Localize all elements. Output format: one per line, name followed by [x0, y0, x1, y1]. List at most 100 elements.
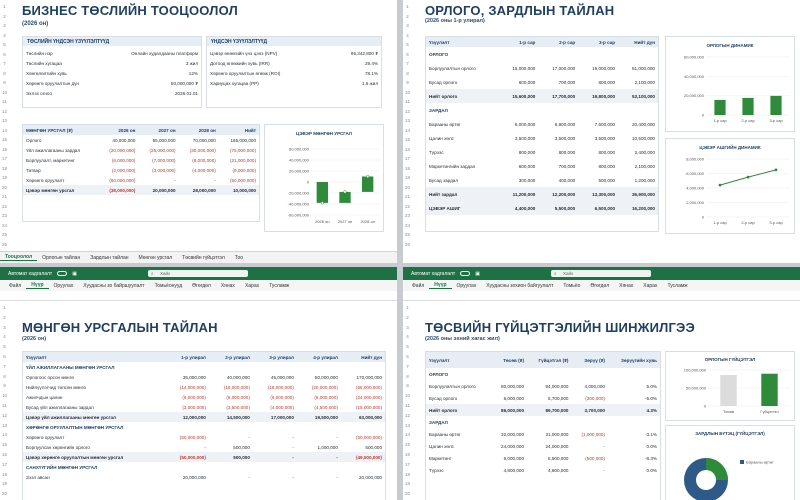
sheet-tab[interactable]: Зардлын тайлан [90, 254, 129, 261]
cell-value[interactable]: 10,000,000 [218, 185, 259, 195]
row-label[interactable]: Барааны өртөг [429, 121, 461, 127]
column-header[interactable]: 2026 он [98, 125, 139, 135]
cell-value[interactable]: - [292, 444, 294, 450]
cell-value[interactable]: 95,342,800 ₮ [350, 50, 378, 56]
cell-value[interactable]: 800,000 [598, 149, 616, 155]
row-label[interactable]: Хөрөнгө оруулалтын дүн [26, 80, 79, 86]
cell-value[interactable]: - [336, 434, 338, 440]
autosave-toggle[interactable] [57, 271, 68, 276]
ribbon-tab[interactable]: Томьёонууд [154, 282, 183, 289]
cell-value[interactable]: 89,700,000 [527, 404, 572, 416]
cell-value[interactable]: 19,000,000 [592, 65, 616, 71]
cell-value[interactable]: - [603, 467, 605, 473]
row-label[interactable]: Эхлэх огноо [26, 90, 53, 96]
cell-value[interactable]: (50,000,000) [355, 434, 382, 440]
cell-value[interactable]: - [248, 474, 250, 480]
cell-value[interactable]: 50,000,000 [314, 374, 338, 380]
cell-value[interactable]: 20,400,000 [632, 121, 655, 127]
ribbon-tab[interactable]: Хуудасны зо байршуулалт [83, 282, 145, 289]
row-label[interactable]: Ажилчдын цалин [26, 394, 63, 400]
cell-value[interactable]: (21,000,000) [229, 157, 256, 163]
cell-value[interactable]: 17,000,000 [252, 412, 297, 422]
cell-value[interactable]: 3 жил [185, 60, 198, 66]
cell-value[interactable]: 12,000,000 [164, 412, 209, 422]
row-label[interactable]: Дотоод өгөөжийн хувь (IRR) [210, 60, 270, 66]
column-header[interactable]: Гүйцэтгэл (₮) [527, 352, 572, 368]
cell-value[interactable]: 4,400,000 [498, 201, 539, 215]
cell-value[interactable]: - [603, 443, 605, 449]
cell-value[interactable]: 3,500,000 [514, 135, 536, 141]
cell-value[interactable]: 4.3% [607, 404, 660, 416]
cell-value[interactable]: 29.4% [364, 60, 378, 66]
cell-value[interactable]: 800,000 [558, 149, 576, 155]
row-label[interactable]: Түрээс [429, 149, 444, 155]
cell-value[interactable]: 45,000,000 [270, 374, 294, 380]
row-label[interactable]: Нийт орлого [426, 89, 499, 103]
cell-value[interactable]: (6,000,000) [314, 394, 338, 400]
cell-value[interactable]: 17,000,000 [552, 65, 576, 71]
cell-value[interactable]: 6,000,000 [514, 121, 536, 127]
cell-value[interactable]: - [214, 177, 216, 183]
cell-value[interactable]: 19,800,000 [578, 89, 619, 103]
cell-value[interactable]: - [336, 474, 338, 480]
cell-value[interactable]: 300,000 [518, 177, 536, 183]
cell-value[interactable]: 51,000,000 [632, 65, 655, 71]
ribbon-tab[interactable]: Тусламж [269, 282, 290, 289]
cell-value[interactable]: 2,100,000 [634, 79, 655, 85]
cell-value[interactable]: 600,000 [518, 163, 536, 169]
cell-value[interactable]: 3,500,000 [554, 135, 576, 141]
row-label[interactable]: Бусад орлого [429, 395, 458, 401]
row-label[interactable]: Үйл ажиллагааны зардал [26, 147, 81, 153]
row-label[interactable]: Орлогоос орсон мөнгө [26, 374, 74, 380]
cell-value[interactable]: -5.0% [644, 395, 657, 401]
cell-value[interactable]: (50,000,000) [164, 452, 209, 462]
ribbon-tab[interactable]: Өгөгдөл [192, 282, 211, 289]
row-label[interactable]: Цэвэр өнөөгийн үнэ цэнэ (NPV) [210, 50, 278, 56]
cell-value[interactable]: 2,400,000 [634, 149, 655, 155]
cell-value[interactable]: 53,100,000 [618, 89, 658, 103]
cell-value[interactable]: 2,100,000 [634, 163, 655, 169]
cell-value[interactable]: - [292, 434, 294, 440]
cell-value[interactable]: - [174, 177, 176, 183]
cell-value[interactable]: 6,000,000 [503, 395, 525, 401]
row-label[interactable]: Татвар [26, 167, 41, 173]
cell-value[interactable]: 28,000,000 [178, 185, 219, 195]
cell-value[interactable]: 4,800,000 [548, 467, 569, 473]
cell-value[interactable]: 500,000 [598, 177, 616, 183]
cell-value[interactable]: 800,000 [598, 79, 616, 85]
cell-value[interactable]: (24,000,000) [355, 394, 382, 400]
search-box[interactable]: ⌕ Хайх [551, 270, 651, 277]
cell-value[interactable]: 5,500,000 [538, 201, 579, 215]
cell-value[interactable]: 700,000 [558, 163, 576, 169]
cell-value[interactable]: 84,000,000 [545, 383, 569, 389]
cell-value[interactable]: 3,700,000 [571, 404, 608, 416]
row-label[interactable]: Орлого [26, 137, 42, 143]
cell-value[interactable]: 20,000,000 [182, 474, 206, 480]
cell-value[interactable]: 36,900,000 [618, 187, 658, 201]
column-header[interactable]: Нийт [218, 125, 259, 135]
cell-value[interactable]: 14,500,000 [208, 412, 253, 422]
row-label[interactable]: Нийлүүлэгчид төлсөн мөнгө [26, 384, 86, 390]
cell-value[interactable]: (38,000,000) [98, 185, 139, 195]
save-icon[interactable]: ▣ [72, 270, 77, 277]
column-header[interactable]: 1-р улирал [164, 352, 209, 362]
cell-value[interactable]: 24,000,000 [501, 443, 525, 449]
column-header[interactable]: Нийт дүн [618, 37, 658, 47]
sheet-tab[interactable]: Тооцоолол [0, 254, 38, 261]
cell-value[interactable]: 500,000 [208, 452, 253, 462]
ribbon-tab[interactable]: Хянах [619, 282, 634, 289]
column-header[interactable]: Үзүүлэлт [23, 352, 165, 362]
cell-value[interactable]: (8,000,000) [192, 157, 216, 163]
cell-value[interactable]: 4,000,000 [584, 383, 605, 389]
cell-value[interactable]: (18,000,000) [267, 384, 294, 390]
cell-value[interactable]: (4,500,000) [314, 404, 338, 410]
cell-value[interactable]: 5.0% [646, 383, 657, 389]
cell-value[interactable]: 3,500,000 [594, 135, 616, 141]
sheet-tab[interactable]: Төсвийн гүйцэтгэл [182, 254, 225, 261]
cell-value[interactable]: 31,000,000 [545, 431, 569, 437]
cell-value[interactable]: -8.3% [644, 455, 657, 461]
sheet-tab[interactable]: Орлогын тайлан [42, 254, 81, 261]
column-header[interactable]: 2-р улирал [208, 352, 253, 362]
cell-value[interactable]: 17,700,000 [538, 89, 579, 103]
autosave-toggle[interactable] [460, 271, 471, 276]
